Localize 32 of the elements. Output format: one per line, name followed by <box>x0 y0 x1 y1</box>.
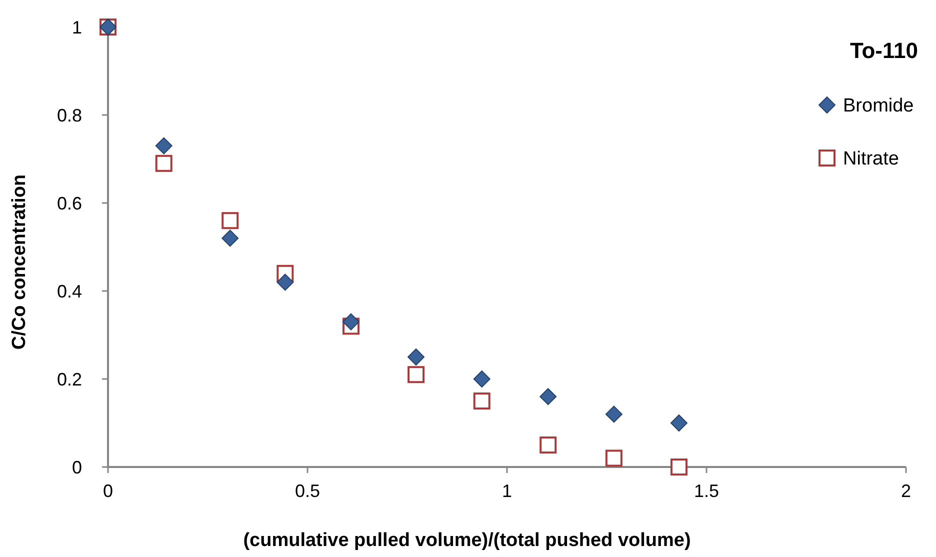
point <box>605 450 622 467</box>
x-tick-label: 1 <box>502 481 512 501</box>
legend-label: Nitrate <box>843 148 899 170</box>
point <box>408 348 425 366</box>
legend-label: Bromide <box>843 96 914 117</box>
text: To-110 <box>850 38 918 63</box>
y-tick-label: 0.6 <box>56 193 82 214</box>
y-tick-label: 0.2 <box>56 369 82 390</box>
x-tick-label: 1.5 <box>694 481 720 501</box>
point <box>222 212 239 230</box>
point <box>605 406 622 423</box>
point <box>473 392 490 410</box>
point <box>670 414 688 432</box>
y-tick-label: 0.4 <box>56 281 82 302</box>
x-tick-label: 0 <box>102 481 114 501</box>
x-tick-label: 2 <box>900 481 912 501</box>
point <box>670 458 688 476</box>
y-tick-label: 0.8 <box>56 105 82 126</box>
point <box>155 154 172 172</box>
x-tick-label: 0.5 <box>294 481 320 501</box>
point <box>473 370 490 388</box>
point <box>342 313 360 330</box>
y-tick-label: 0 <box>72 457 82 478</box>
y-tick-label: 1 <box>72 17 82 38</box>
point <box>222 230 239 247</box>
point <box>540 388 557 406</box>
y-axis-title: C/Co concentration <box>9 174 30 350</box>
x-axis-title: (cumulative pulled volume)/(total pushed volume) <box>243 530 691 551</box>
point <box>276 274 294 291</box>
point <box>155 137 172 154</box>
point <box>408 366 425 384</box>
point <box>540 436 557 454</box>
